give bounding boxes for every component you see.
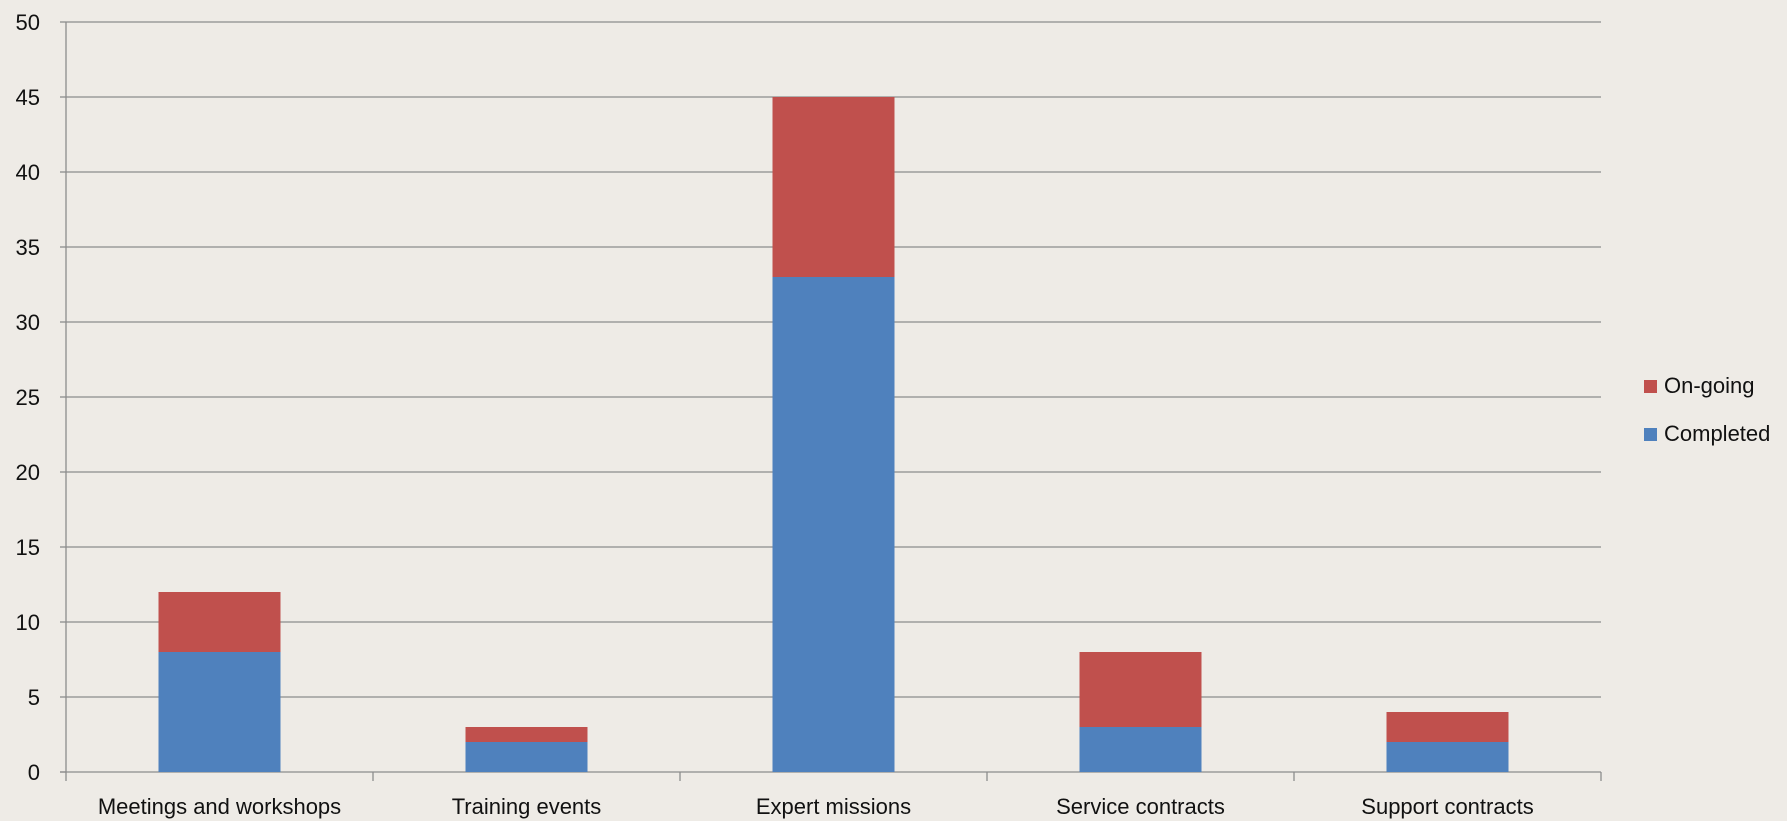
bar-completed-2 xyxy=(772,277,895,772)
y-tick-label: 45 xyxy=(16,85,40,110)
y-tick-label: 40 xyxy=(16,160,40,185)
y-tick-label: 15 xyxy=(16,535,40,560)
legend-swatch xyxy=(1644,379,1657,393)
y-tick-label: 25 xyxy=(16,385,40,410)
y-tick-label: 5 xyxy=(28,685,40,710)
x-tick-label: Service contracts xyxy=(1056,794,1225,819)
x-tick-label: Support contracts xyxy=(1361,794,1533,819)
y-tick-label: 20 xyxy=(16,460,40,485)
bar-completed-0 xyxy=(158,652,281,772)
legend-label: On-going xyxy=(1664,373,1755,398)
bar-on-going-2 xyxy=(772,97,895,277)
bar-on-going-4 xyxy=(1386,712,1509,742)
x-tick-label: Training events xyxy=(452,794,602,819)
legend-label: Completed xyxy=(1664,421,1771,446)
legend-item: On-going xyxy=(1644,373,1770,399)
bar-completed-4 xyxy=(1386,742,1509,772)
x-tick-label: Meetings and workshops xyxy=(98,794,341,819)
y-tick-label: 50 xyxy=(16,10,40,35)
bar-on-going-0 xyxy=(158,592,281,652)
bar-on-going-1 xyxy=(465,727,588,742)
bar-on-going-3 xyxy=(1079,652,1202,727)
x-tick-label: Expert missions xyxy=(756,794,911,819)
y-tick-label: 10 xyxy=(16,610,40,635)
y-tick-label: 0 xyxy=(28,760,40,785)
bar-completed-1 xyxy=(465,742,588,772)
y-tick-label: 35 xyxy=(16,235,40,260)
legend-swatch xyxy=(1644,427,1657,441)
legend-item: Completed xyxy=(1644,421,1770,447)
legend: On-going Completed xyxy=(1644,373,1770,469)
y-tick-label: 30 xyxy=(16,310,40,335)
bar-completed-3 xyxy=(1079,727,1202,772)
